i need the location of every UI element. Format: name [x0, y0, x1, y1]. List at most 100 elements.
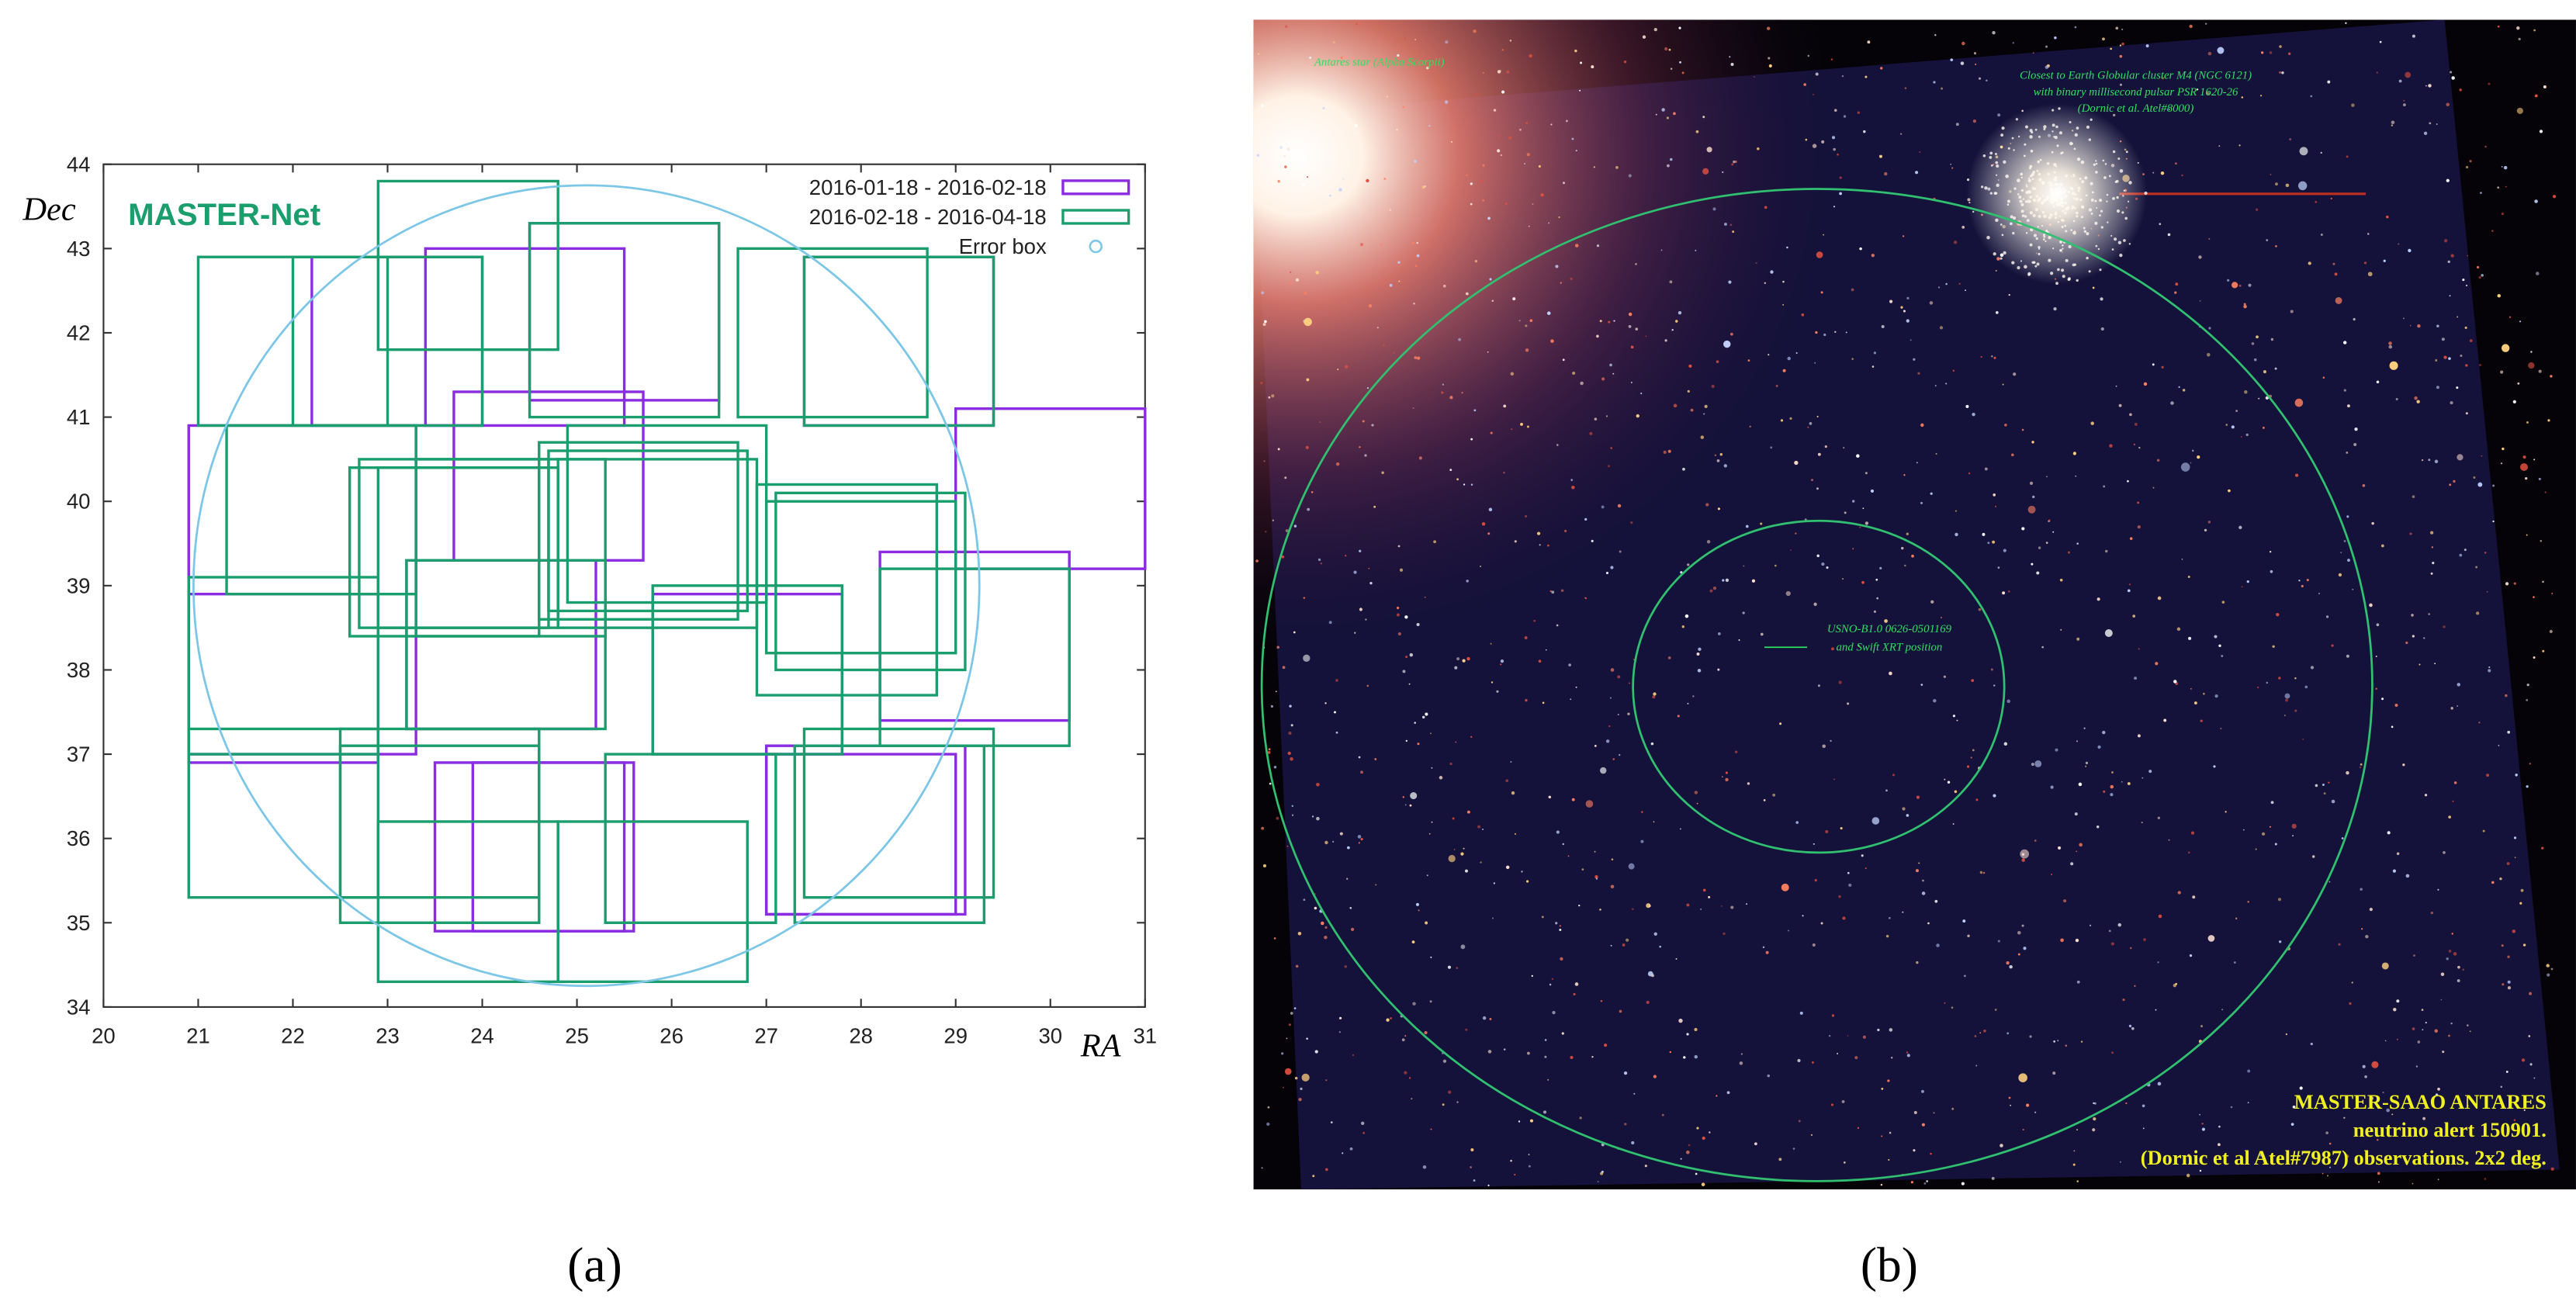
star	[2260, 95, 2263, 97]
star	[2175, 162, 2177, 165]
star	[2460, 355, 2463, 358]
star	[2057, 1040, 2059, 1042]
star	[1813, 93, 1815, 95]
star	[1705, 503, 1709, 507]
star	[1404, 37, 1407, 40]
star	[1974, 1035, 1977, 1037]
star	[2238, 284, 2242, 287]
star	[1482, 164, 1485, 167]
star	[1792, 1148, 1795, 1150]
star	[1508, 136, 1512, 140]
star	[1782, 303, 1785, 306]
star	[1579, 1116, 1582, 1120]
star	[1416, 241, 1418, 244]
star	[2512, 400, 2516, 403]
star	[1633, 1092, 1636, 1095]
star	[1525, 324, 1528, 327]
star	[2104, 629, 2113, 637]
star	[2409, 324, 2412, 327]
star	[2533, 596, 2535, 598]
star	[2008, 1096, 2011, 1099]
star	[1749, 425, 1751, 428]
star	[2189, 954, 2193, 957]
star	[1611, 858, 1614, 860]
star	[1255, 559, 1259, 562]
star	[1775, 385, 1778, 387]
star	[1921, 891, 1926, 895]
star	[1712, 207, 1716, 211]
star	[1789, 417, 1792, 420]
star	[2076, 1180, 2079, 1182]
star	[1302, 183, 1305, 186]
star	[2478, 275, 2481, 279]
star	[1456, 967, 1459, 969]
star	[2386, 1108, 2390, 1113]
star	[2456, 386, 2459, 389]
star	[1903, 474, 1906, 476]
star	[2457, 683, 2461, 687]
star	[1282, 1086, 1284, 1089]
star	[2536, 272, 2540, 275]
star	[1615, 165, 1619, 169]
star	[2121, 42, 2124, 46]
star	[1851, 358, 1854, 360]
star	[1466, 810, 1470, 814]
star	[1612, 758, 1615, 760]
star	[1991, 355, 1993, 358]
star	[1694, 791, 1698, 794]
star	[2034, 760, 2042, 767]
star	[2481, 274, 2484, 277]
star	[2207, 352, 2211, 357]
star	[2067, 551, 2071, 554]
star	[1359, 608, 1363, 611]
star	[2102, 37, 2105, 41]
star	[1829, 1034, 1831, 1037]
star	[1309, 57, 1312, 59]
star	[1493, 109, 1497, 112]
star	[1316, 782, 1320, 787]
star	[2221, 1009, 2224, 1011]
star	[1950, 163, 1952, 165]
star	[2332, 262, 2335, 265]
star	[1967, 934, 1970, 938]
star	[1466, 174, 1468, 176]
star	[2177, 891, 2181, 895]
star	[1324, 936, 1328, 940]
star	[2168, 839, 2170, 841]
star	[1417, 742, 1420, 746]
star	[1361, 1121, 1365, 1125]
legend-swatch	[1089, 239, 1103, 254]
star	[1768, 64, 1772, 68]
star	[1503, 472, 1505, 474]
error-box	[192, 184, 981, 988]
star	[1628, 863, 1635, 870]
star	[1975, 798, 1979, 801]
star	[2257, 686, 2259, 689]
star	[2240, 436, 2242, 438]
star	[1982, 532, 1986, 536]
star	[1813, 843, 1815, 845]
star	[1714, 454, 1717, 456]
star	[1340, 56, 1343, 60]
star	[1342, 178, 1345, 180]
star	[2394, 704, 2398, 707]
star	[1742, 611, 1745, 614]
star	[1608, 725, 1611, 728]
star	[1723, 340, 1731, 348]
star	[2329, 1166, 2332, 1168]
star	[1987, 542, 1990, 545]
star	[2464, 326, 2467, 330]
star	[1371, 424, 1374, 427]
star	[2402, 763, 2405, 767]
star	[1861, 854, 1864, 857]
star	[1751, 579, 1756, 583]
star	[2159, 223, 2162, 226]
star	[1305, 445, 1309, 449]
star	[2405, 71, 2412, 78]
star	[1717, 632, 1721, 635]
star	[2428, 84, 2432, 88]
antares-glow	[1253, 19, 1840, 649]
star	[1700, 435, 1705, 439]
star	[1947, 781, 1951, 784]
star	[1984, 467, 1988, 471]
